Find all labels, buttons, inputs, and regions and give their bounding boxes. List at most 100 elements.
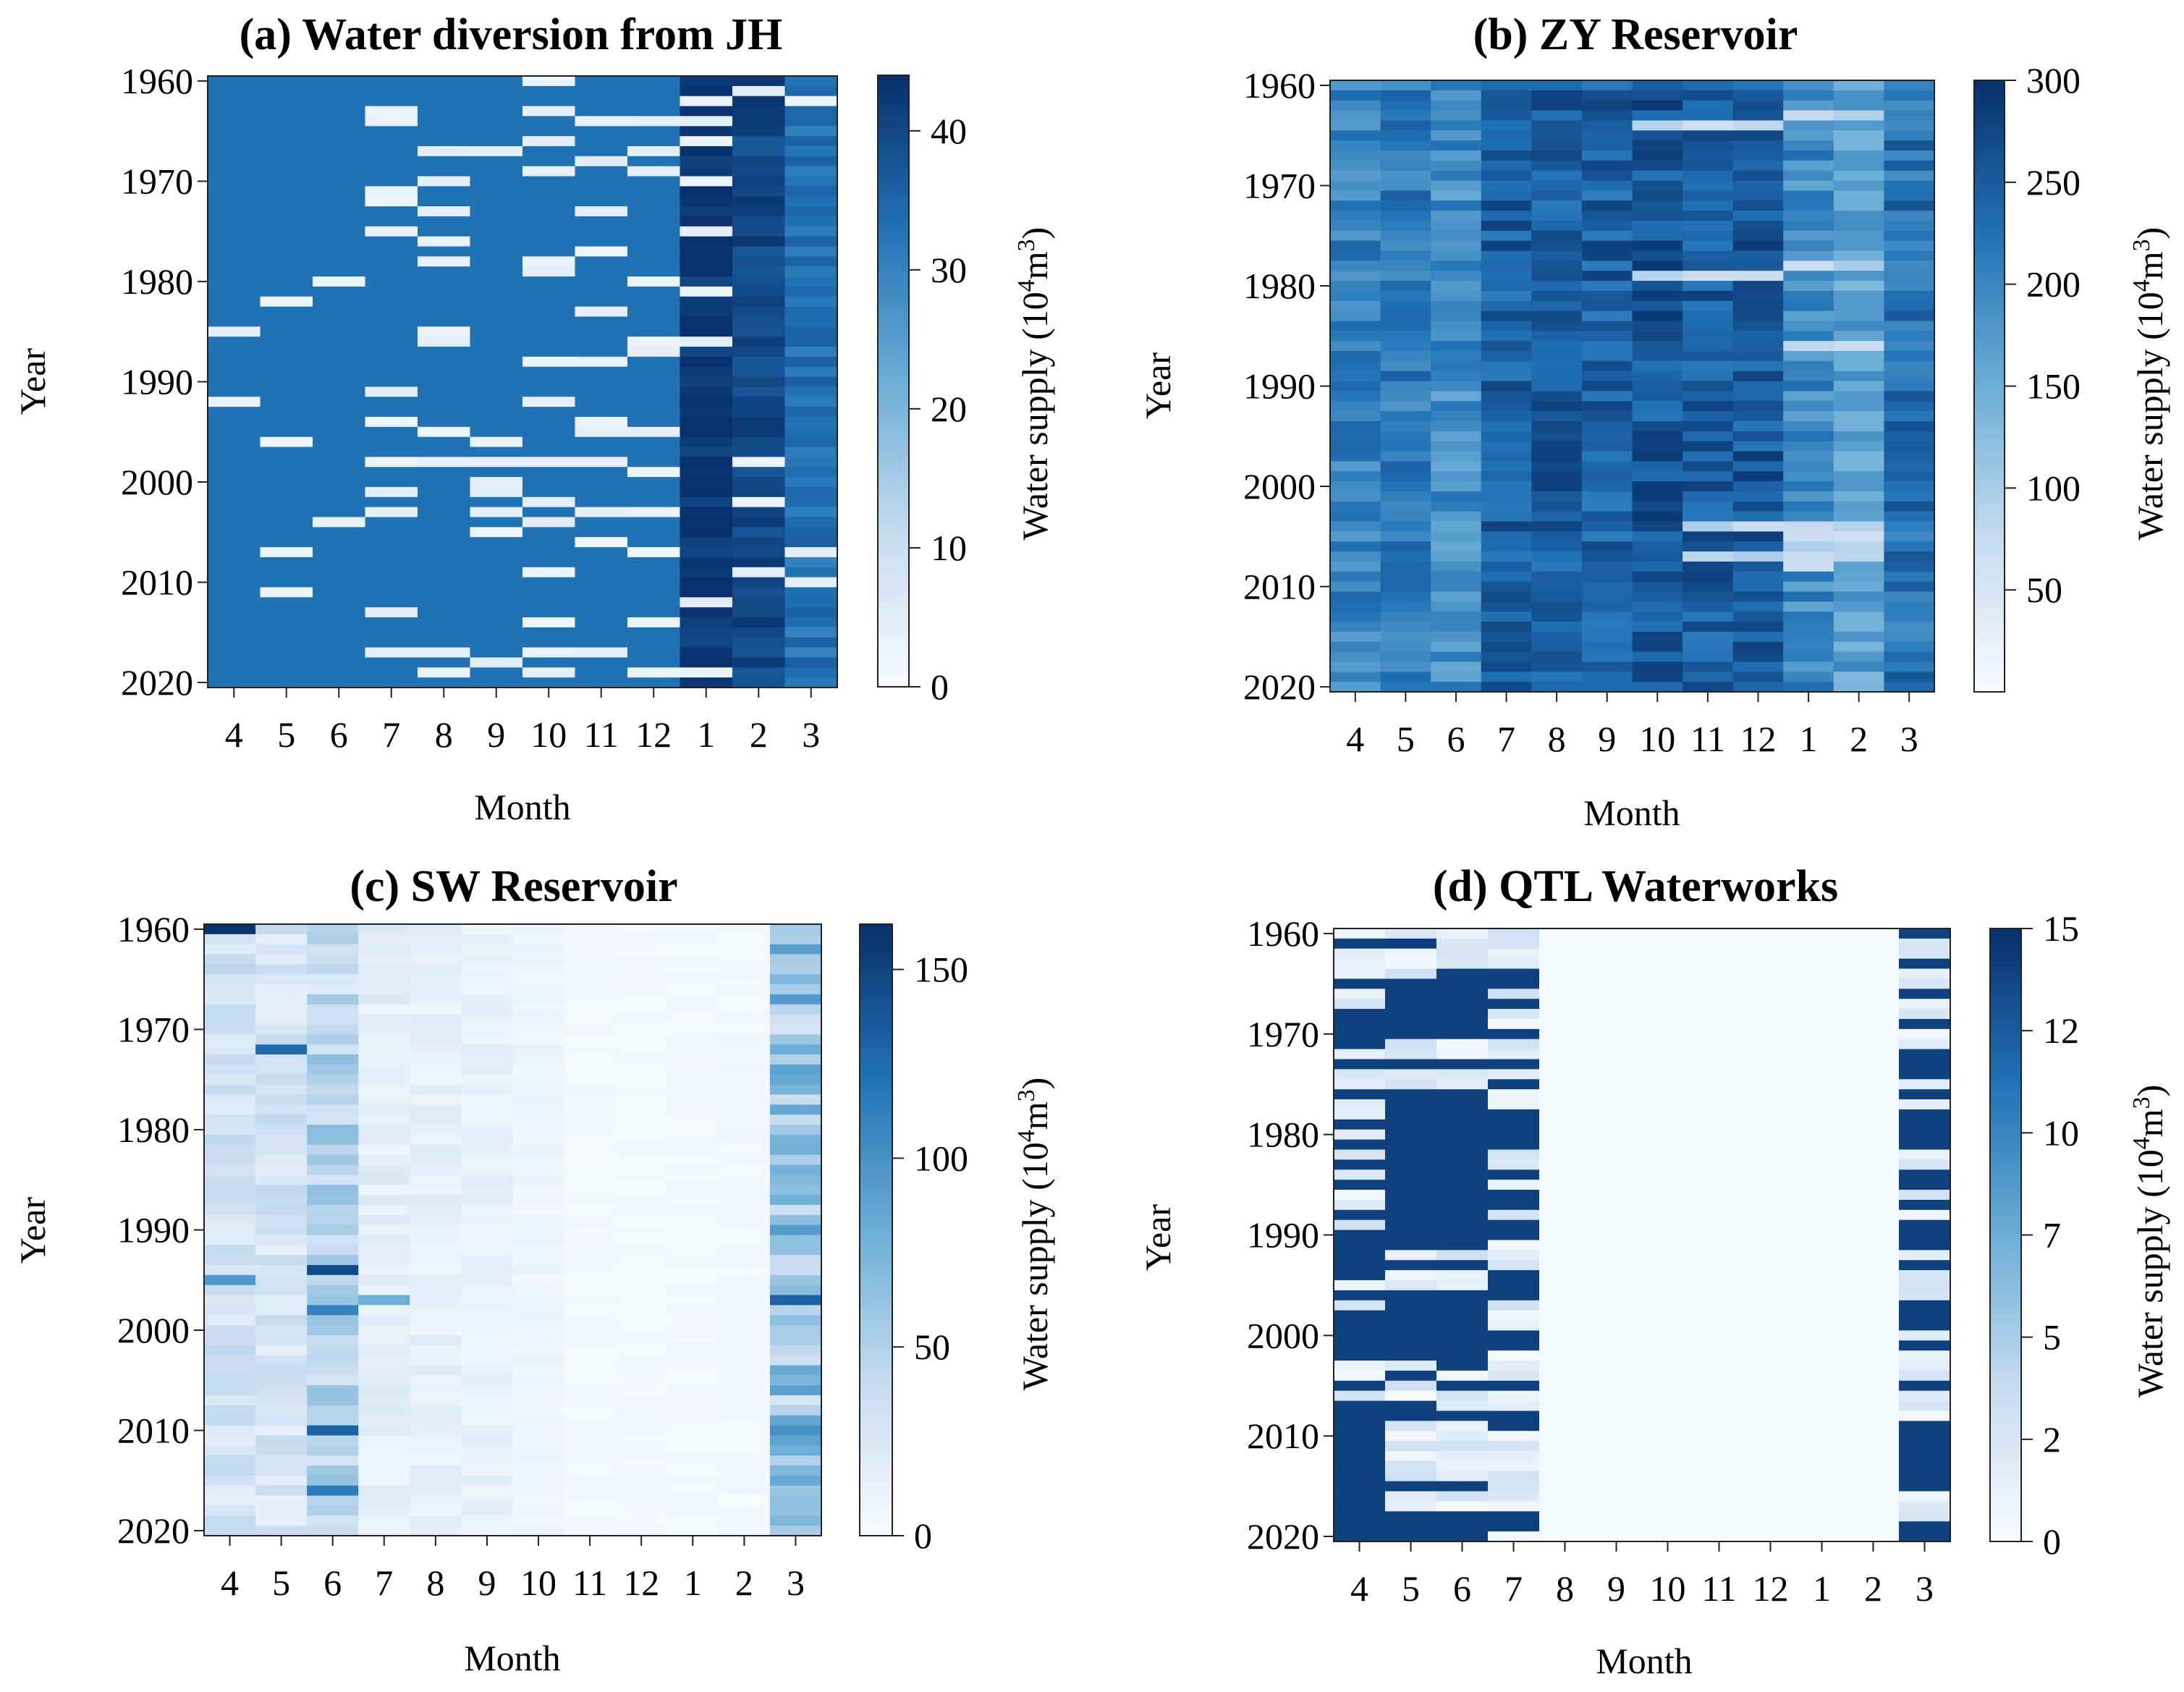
heatmap-cell [1539,1009,1591,1020]
heatmap-cell [410,1455,462,1466]
heatmap-cell [1833,511,1885,523]
panel-d: (d) QTL Waterworks 196019701980199020002… [1138,862,2170,1681]
heatmap-cell [1833,561,1885,572]
heatmap-cell [204,1024,256,1035]
heatmap-cell [1884,622,1935,633]
heatmap-cell [666,1224,719,1236]
heatmap-cell [1796,1129,1848,1141]
heatmap-cell [1899,968,1951,980]
heatmap-cell [1531,120,1583,131]
heatmap-cell [1783,511,1834,523]
heatmap-cell [470,386,523,397]
heatmap-cell [1899,1471,1951,1482]
heatmap-cell [1481,491,1532,502]
heatmap-cell [512,1104,565,1115]
heatmap-cell [358,1185,410,1196]
heatmap-cell [1642,968,1694,980]
heatmap-cell [1591,1290,1643,1301]
x-tick-label: 3 [802,714,820,755]
heatmap-cell [615,1515,668,1526]
heatmap-cell [1899,1119,1951,1130]
heatmap-cell [1732,571,1784,583]
heatmap-cell [1632,641,1683,653]
heatmap-cell [1796,1400,1848,1412]
heatmap-cell [1693,1099,1745,1110]
heatmap-cell [358,1285,410,1296]
heatmap-cell [1385,1109,1437,1120]
heatmap-cell [732,166,786,177]
heatmap-cell [666,1125,719,1135]
heatmap-cell [418,246,471,257]
heatmap-cell [1745,1109,1797,1120]
heatmap-cell [260,176,313,187]
heatmap-cell [410,1154,462,1166]
heatmap-cell [732,477,786,488]
heatmap-cell [260,96,313,107]
heatmap-cell [1884,491,1935,502]
heatmap-cell [627,85,681,97]
heatmap-cell [1683,140,1734,151]
heatmap-cell [680,587,733,598]
heatmap-cell [1591,999,1643,1010]
heatmap-cell [680,477,733,488]
heatmap-cell [1481,310,1532,322]
heatmap-cell [718,1325,771,1336]
heatmap-cell [615,1435,668,1446]
heatmap-cell [1334,1380,1386,1392]
heatmap-cell [784,496,838,508]
heatmap-cell [255,1084,308,1096]
heatmap-cell [204,1334,256,1346]
heatmap-cell [1884,420,1935,432]
heatmap-cell [1783,661,1834,672]
heatmap-cell [313,286,366,297]
heatmap-cell [1732,130,1784,141]
heatmap-cell [680,537,733,548]
heatmap-cell [307,1004,359,1015]
heatmap-cell [512,934,565,945]
heatmap-cell [1591,1209,1643,1221]
heatmap-cell [1334,1501,1386,1512]
heatmap-cell [358,1004,410,1015]
heatmap-cell [1488,1361,1540,1371]
heatmap-cell [1431,471,1482,482]
heatmap-cell [365,166,418,177]
heatmap-cell [784,567,838,578]
heatmap-cell [358,1144,410,1156]
colorbar-tick-label: 100 [914,1138,968,1178]
heatmap-cell [1732,531,1784,542]
heatmap-cell [358,1295,410,1306]
heatmap-cell [1796,938,1848,949]
heatmap-cell [255,1505,308,1516]
heatmap-cell [1796,1219,1848,1231]
heatmap-cell [1783,261,1834,271]
heatmap-cell [461,1295,514,1306]
heatmap-cell [615,1385,668,1396]
heatmap-cell [461,1104,514,1115]
heatmap-cell [1783,321,1834,331]
heatmap-cell [307,1024,359,1035]
heatmap-cell [208,266,261,277]
heatmap-cell [512,1164,565,1175]
heatmap-cell [461,964,514,975]
heatmap-cell [1436,978,1489,989]
heatmap-cell [784,467,838,478]
heatmap-cell [1745,989,1797,999]
heatmap-cell [1833,351,1885,362]
heatmap-cell [1581,220,1633,232]
heatmap-cell [410,1445,462,1456]
heatmap-cell [260,76,313,87]
heatmap-cell [1436,1350,1489,1361]
heatmap-cell [1481,271,1532,282]
heatmap-cell [313,457,366,468]
heatmap-cell [1833,110,1885,122]
heatmap-cell [522,467,576,478]
heatmap-cell [1847,1390,1900,1402]
heatmap-cell [1591,1421,1643,1431]
heatmap-cell [1581,541,1633,552]
heatmap-cell [307,1526,359,1536]
heatmap-cell [1899,1300,1951,1311]
heatmap-cell [718,1054,771,1065]
heatmap-cell [1591,1340,1643,1351]
heatmap-cell [1642,1028,1694,1040]
heatmap-cell [461,1064,514,1075]
